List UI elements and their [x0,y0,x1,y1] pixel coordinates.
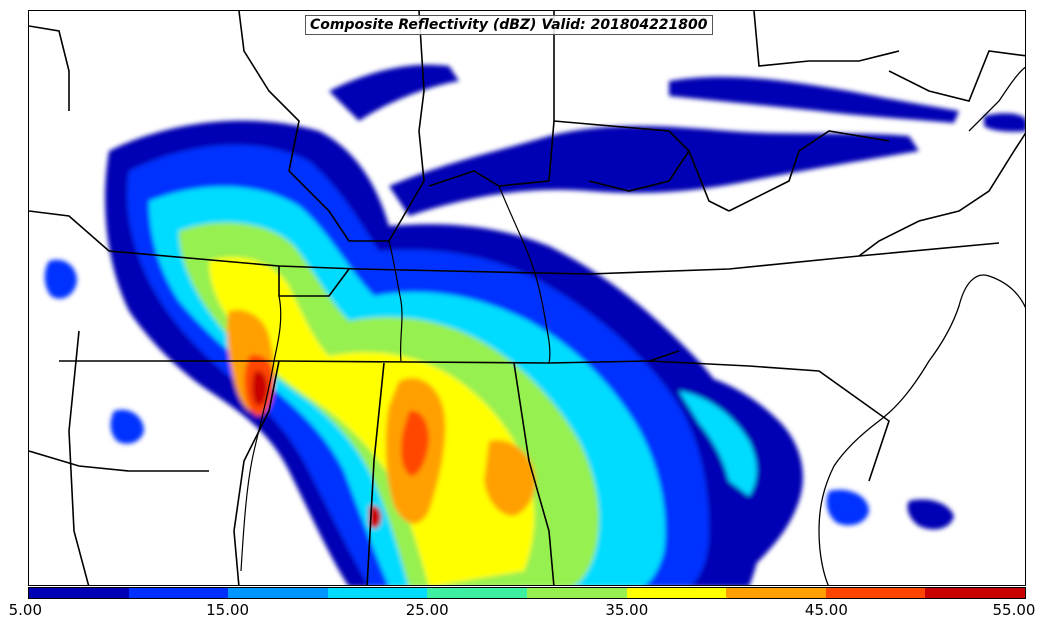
echo-core-darkred-1 [252,370,268,406]
echo-dc-area [984,113,1025,132]
echo-west-cells-2 [110,409,144,444]
echo-core-orange-3 [484,440,536,516]
echo-band-northeast [669,76,959,123]
echo-coast-cells [826,489,869,526]
rivers [240,185,551,572]
echo-main-yellow [209,257,535,585]
colorbar-tick-label: 45.00 [804,601,848,619]
echo-band-northwest [329,64,459,121]
colorbar-segment [526,588,627,598]
colorbar-segment [327,588,428,598]
colorbar-segment [626,588,727,598]
echo-coast-cells-2 [907,499,954,530]
echo-band-north [389,126,919,216]
colorbar-tick-label: 5.00 [8,601,43,619]
colorbar-tick-label: 25.00 [405,601,449,619]
coastline [818,66,1025,585]
colorbar-segment [925,588,1025,598]
echo-core-red-2 [401,410,429,476]
state-borders [29,11,1025,585]
reflectivity-field [44,64,1025,585]
echo-core-darkred-2 [369,505,382,529]
colorbar-tick-label: 55.00 [992,601,1036,619]
echo-southeast-cyan [679,391,757,496]
colorbar-segment [825,588,926,598]
reflectivity-map [29,11,1025,585]
colorbar-segment [427,588,527,598]
colorbar [28,587,1026,599]
colorbar-segment [726,588,826,598]
colorbar-segment [228,588,328,598]
colorbar-segment [128,588,229,598]
echo-west-cells [44,259,77,299]
map-panel [28,10,1026,586]
colorbar-tick-label: 15.00 [206,601,250,619]
colorbar-tick-label: 35.00 [605,601,649,619]
colorbar-segment [29,588,129,598]
map-title: Composite Reflectivity (dBZ) Valid: 2018… [305,15,713,35]
